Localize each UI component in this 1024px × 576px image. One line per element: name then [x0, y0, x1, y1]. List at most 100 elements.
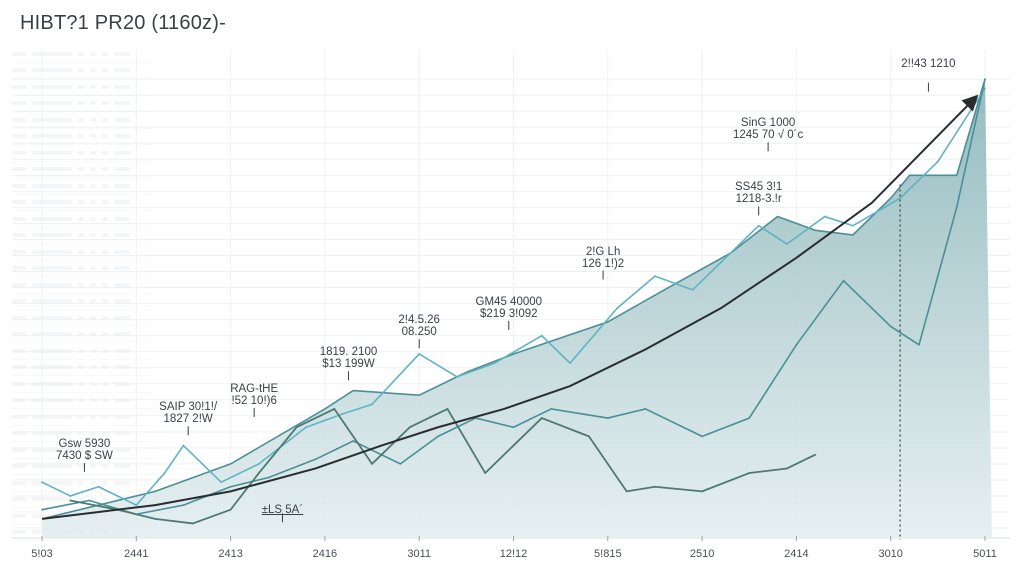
background-table-cell [12, 51, 26, 56]
background-table-cell [78, 348, 84, 353]
background-table-cell [102, 167, 108, 172]
background-table-cell [78, 266, 84, 271]
data-point [984, 87, 986, 90]
background-table-cell [90, 134, 96, 139]
background-table-row [12, 63, 152, 79]
data-point [69, 499, 72, 502]
background-table-cell [78, 167, 84, 172]
background-table-row [12, 277, 152, 294]
background-table-cell [78, 464, 84, 469]
annotation-line-2: 126 1!)2 [581, 257, 625, 270]
background-table-cell [12, 167, 26, 172]
background-table-cell [32, 216, 72, 221]
annotation-line-1: 1819. 2100 [319, 346, 378, 359]
background-table-cell [12, 200, 26, 205]
x-tick-label: 2414 [784, 548, 809, 560]
annotation-line-2: 7430 $ SW [55, 449, 113, 462]
data-point [257, 462, 260, 465]
background-table-cell [78, 332, 84, 337]
data-point [333, 408, 336, 410]
background-table-cell [12, 134, 26, 139]
data-point [550, 408, 553, 410]
data-point [588, 435, 590, 438]
x-tick-label: 2510 [689, 548, 715, 560]
background-table-row [12, 343, 152, 360]
background-table-row [12, 426, 152, 442]
background-table-cell [78, 117, 84, 122]
annotation-line-2: 08.250 [401, 326, 437, 339]
background-table-cell [12, 530, 26, 535]
background-table-cell [78, 233, 84, 238]
background-table-cell [102, 68, 108, 73]
background-table-cell [78, 447, 84, 452]
annotation-label: 2!!43 1210 [892, 58, 964, 70]
annotation-line-2: 1245 70 √ 0´c [732, 129, 804, 142]
data-point [437, 435, 439, 438]
background-table-cell [90, 233, 96, 238]
background-table-cell [102, 348, 108, 353]
background-table-cell [102, 497, 108, 502]
background-table-cell [32, 183, 72, 188]
data-point [936, 160, 939, 163]
data-point [748, 417, 751, 419]
background-table-cell [12, 101, 26, 106]
background-table-cell [114, 150, 130, 155]
data-point [399, 462, 402, 465]
annotation-line-1: SAIP 30!1!/ [159, 401, 218, 414]
background-table-cell [102, 447, 108, 452]
background-table-cell [90, 497, 96, 502]
data-point [229, 485, 232, 488]
annotation-line-1: Gsw 5930 [58, 437, 111, 450]
background-table-cell [90, 68, 96, 73]
background-table-cell [12, 431, 26, 436]
annotation-line-1: 2!G Lh [585, 245, 621, 258]
annotation-label: ±LS 5A´ [246, 504, 318, 516]
background-table-row [12, 211, 152, 228]
background-table-cell [78, 315, 84, 320]
background-table-row [12, 327, 152, 343]
background-table-cell [102, 134, 108, 139]
background-table-cell [12, 117, 26, 122]
background-table-cell [114, 68, 130, 73]
background-table-cell [114, 266, 130, 271]
data-point [720, 261, 722, 264]
background-table-cell [102, 84, 108, 89]
background-table-cell [32, 167, 72, 172]
background-table-cell [102, 216, 108, 221]
background-table-cell [90, 51, 96, 56]
data-point [823, 215, 826, 218]
background-table-cell [12, 84, 26, 89]
background-table-cell [102, 464, 108, 469]
background-table-row [12, 459, 152, 475]
background-table-cell [90, 447, 96, 452]
data-point [616, 307, 619, 310]
series-trend [41, 94, 979, 520]
background-table-cell [32, 299, 72, 304]
annotation-line-2: $219 3!092 [480, 307, 538, 320]
data-point [512, 444, 515, 447]
background-table-cell [32, 315, 72, 320]
data-point [540, 417, 543, 419]
background-table-row [12, 162, 152, 178]
background-table-cell [12, 233, 26, 238]
background-table-cell [32, 150, 72, 155]
data-point [701, 490, 703, 493]
data-point [493, 362, 496, 365]
data-point [267, 476, 270, 479]
background-table-cell [102, 299, 108, 304]
annotation-line-2: 1827 2!W [163, 413, 213, 426]
background-table-cell [114, 167, 130, 172]
background-table-cell [12, 150, 26, 155]
annotation-label: SS45 3!1 1218-3.!r [723, 181, 795, 205]
background-table-cell [90, 150, 96, 155]
x-tick-label: 3011 [407, 548, 432, 560]
background-table-cell [102, 150, 108, 155]
data-point [135, 504, 138, 506]
background-table-cell [78, 431, 84, 436]
background-table-cell [12, 414, 26, 419]
data-point [352, 440, 355, 442]
data-point [295, 426, 298, 429]
background-table-cell [78, 497, 84, 502]
background-table-cell [12, 332, 26, 337]
